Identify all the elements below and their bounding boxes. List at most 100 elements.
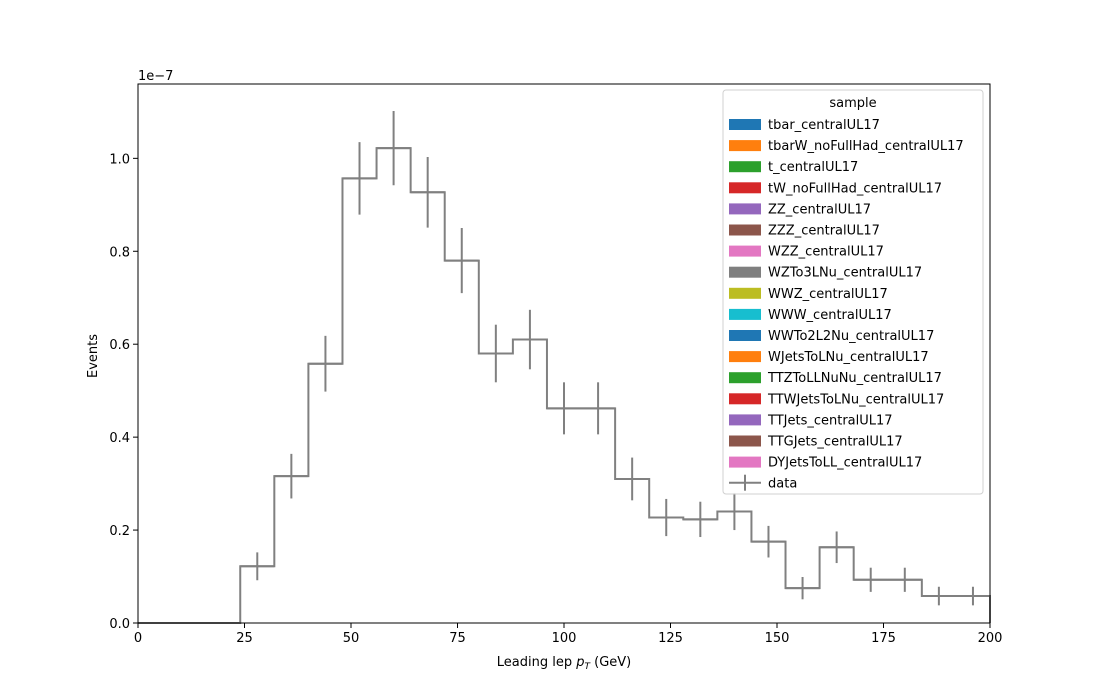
- legend-entry-data: data: [729, 474, 797, 492]
- data-point: [819, 531, 854, 564]
- legend-label: t_centralUL17: [768, 160, 858, 175]
- legend-swatch: [729, 161, 761, 173]
- legend-swatch: [729, 372, 761, 384]
- legend-entry: TTJets_centralUL17: [729, 413, 893, 428]
- data-point: [444, 228, 479, 294]
- legend-entry: WWTo2L2Nu_centralUL17: [729, 329, 934, 344]
- legend-entry: WJetsToLNu_centralUL17: [729, 350, 929, 365]
- legend-label: WWTo2L2Nu_centralUL17: [768, 329, 934, 344]
- data-series: [138, 110, 991, 624]
- y-tick-label: 1.0: [109, 152, 130, 167]
- data-point: [478, 324, 513, 383]
- legend-swatch: [729, 245, 761, 257]
- data-point: [955, 586, 990, 606]
- data-point: [615, 457, 650, 501]
- y-axis-label: Events: [86, 334, 101, 378]
- x-tick-label: 25: [236, 631, 253, 646]
- legend-label: TTWJetsToLNu_centralUL17: [767, 392, 944, 407]
- data-point: [376, 110, 411, 186]
- legend-items: tbar_centralUL17 tbarW_noFullHad_centralU…: [729, 118, 964, 492]
- legend-swatch: [729, 182, 761, 194]
- data-point: [274, 453, 309, 499]
- legend-swatch: [729, 456, 761, 468]
- x-tick-label: 175: [871, 631, 896, 646]
- legend-label: DYJetsToLL_centralUL17: [768, 456, 922, 471]
- legend-label: ZZ_centralUL17: [768, 202, 871, 217]
- legend-entry: ZZZ_centralUL17: [729, 224, 880, 239]
- data-point: [853, 567, 888, 592]
- legend-entry: ZZ_centralUL17: [729, 202, 871, 217]
- legend-entry: WWZ_centralUL17: [729, 287, 888, 302]
- legend-label: WZTo3LNu_centralUL17: [768, 266, 922, 281]
- legend-swatch: [729, 435, 761, 447]
- data-point: [410, 156, 445, 228]
- legend-swatch: [729, 287, 761, 299]
- legend-label: ZZZ_centralUL17: [768, 224, 880, 239]
- legend-swatch: [729, 330, 761, 341]
- data-point: [921, 586, 956, 606]
- legend-frame: [722, 89, 984, 495]
- data-point: [581, 382, 616, 435]
- legend-entry: tbar_centralUL17: [729, 118, 880, 133]
- legend-entry: WWW_centralUL17: [729, 308, 892, 323]
- data-point: [683, 501, 718, 538]
- x-tick-label: 100: [552, 631, 577, 646]
- x-tick-label: 125: [658, 631, 683, 646]
- legend-swatch: [729, 203, 761, 215]
- y-tick-label: 0.2: [109, 524, 130, 539]
- data-point: [751, 525, 786, 558]
- x-axis-label: Leading lep pT (GeV): [497, 655, 631, 672]
- legend-label: WZZ_centralUL17: [768, 245, 884, 260]
- legend-entry: TTZToLLNuNu_centralUL17: [729, 371, 942, 386]
- legend-label: WWW_centralUL17: [768, 308, 892, 323]
- legend-swatch: [729, 414, 761, 426]
- legend-label: tW_noFullHad_centralUL17: [768, 181, 942, 196]
- x-axis-label-main: Leading lep: [497, 655, 576, 670]
- legend-label: TTGJets_centralUL17: [767, 435, 903, 450]
- data-point: [887, 567, 922, 592]
- legend-entry: WZTo3LNu_centralUL17: [729, 266, 922, 281]
- legend-label: TTJets_centralUL17: [767, 413, 893, 428]
- legend-entry: DYJetsToLL_centralUL17: [729, 456, 922, 471]
- legend-label: data: [768, 477, 797, 492]
- legend-label: WWZ_centralUL17: [768, 287, 888, 302]
- legend-label: WJetsToLNu_centralUL17: [768, 350, 929, 365]
- legend-label: TTZToLLNuNu_centralUL17: [767, 371, 942, 386]
- legend-swatch: [729, 393, 761, 405]
- y-tick-label: 0.4: [109, 431, 130, 446]
- x-axis-label-subscript: T: [584, 662, 591, 672]
- y-axis-multiplier: 1e−7: [138, 69, 173, 84]
- x-axis-label-unit: (GeV): [590, 655, 631, 670]
- legend-entry: t_centralUL17: [729, 160, 858, 175]
- y-tick-label: 0.8: [109, 245, 130, 260]
- legend-entry: TTGJets_centralUL17: [729, 435, 903, 450]
- legend-swatch: [729, 224, 761, 236]
- data-point: [342, 142, 377, 215]
- legend-swatch: [729, 351, 761, 363]
- legend-entry: tbarW_noFullHad_centralUL17: [729, 139, 964, 154]
- legend-swatch: [729, 308, 761, 320]
- data-point: [649, 498, 684, 537]
- axes: 0 25 50 75 100 125 150 175 200 0.0 0.2 0.4 0.6 0.8 1.0: [109, 83, 1003, 646]
- y-tick-label: 0.6: [109, 338, 130, 353]
- legend-swatch: [729, 140, 761, 152]
- legend-label: tbar_centralUL17: [768, 118, 880, 133]
- legend-label: tbarW_noFullHad_centralUL17: [768, 139, 964, 154]
- legend-entry: TTWJetsToLNu_centralUL17: [729, 392, 944, 407]
- legend-title: sample: [829, 96, 876, 111]
- data-point: [308, 335, 343, 392]
- legend-entry: tW_noFullHad_centralUL17: [729, 181, 942, 196]
- x-tick-label: 150: [765, 631, 790, 646]
- data-point: [785, 576, 820, 600]
- x-tick-label: 75: [449, 631, 466, 646]
- legend: sample tbar_centralUL17 tbarW_noFullHad_c…: [722, 89, 984, 495]
- x-tick-label: 0: [134, 631, 142, 646]
- x-tick-label: 200: [978, 631, 1003, 646]
- legend-swatch: [729, 266, 761, 278]
- data-point: [717, 492, 752, 531]
- data-point: [546, 382, 582, 435]
- x-axis-label-symbol: p: [575, 655, 584, 670]
- legend-entry: WZZ_centralUL17: [729, 245, 884, 260]
- x-tick-label: 50: [343, 631, 360, 646]
